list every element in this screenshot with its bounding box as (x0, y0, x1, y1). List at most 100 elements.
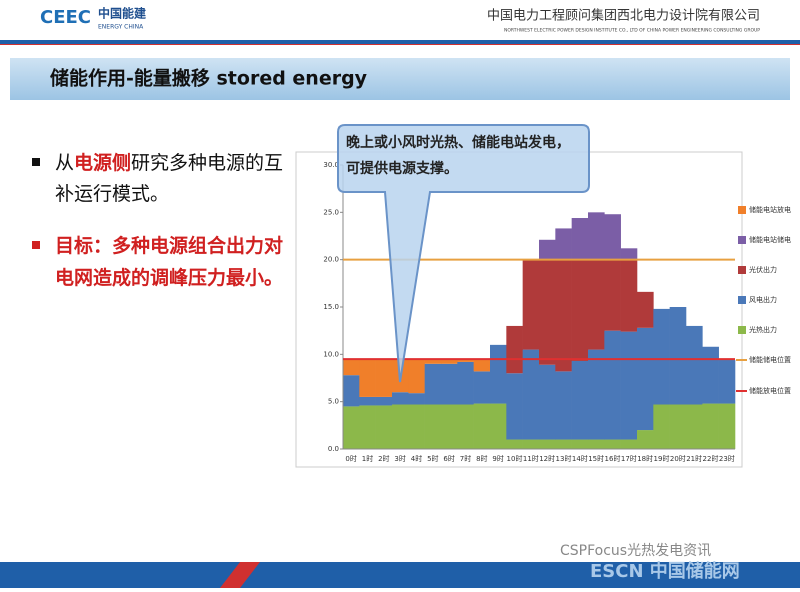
x-tick-label: 21时 (686, 454, 702, 463)
x-tick-label: 0时 (345, 454, 356, 463)
slide-title: 储能作用-能量搬移 stored energy (50, 67, 368, 90)
bar-segment (522, 439, 540, 449)
bar-segment (718, 403, 736, 449)
legend-swatch (738, 296, 746, 304)
bar-segment (490, 344, 507, 404)
bar-segment (506, 439, 523, 449)
bar-segment (457, 361, 474, 405)
y-tick-label: 30.0 (323, 161, 339, 169)
bar-segment (571, 218, 589, 260)
bar-segment (539, 259, 556, 365)
bar-segment (424, 359, 442, 364)
bar-segment (702, 346, 719, 404)
title-band (10, 58, 790, 100)
x-tick-label: 14时 (572, 454, 588, 463)
bar-segment (571, 259, 589, 361)
bar-segment (539, 364, 556, 440)
bar-segment (620, 248, 638, 260)
bar-segment (408, 359, 425, 394)
y-tick-label: 5.0 (328, 398, 339, 406)
bar-segment (424, 404, 442, 449)
bar-segment (702, 403, 719, 449)
bar-segment (408, 393, 425, 405)
bar-segment (669, 404, 687, 449)
x-tick-label: 7时 (460, 454, 471, 463)
bullet-2: 目标：多种电源组合出力对电网造成的调峰压力最小。 (55, 235, 284, 289)
bar-segment (392, 392, 409, 405)
text: 电源侧 (74, 152, 132, 174)
header-rule-red (0, 44, 800, 45)
bar-segment (457, 359, 474, 362)
y-tick-label: 10.0 (323, 350, 339, 358)
text: 目标：多种电源组合出力对电网造成的调峰压力最小。 (55, 235, 284, 289)
footer-stripe (220, 562, 260, 588)
legend-swatch (738, 236, 746, 244)
bar-segment (555, 228, 572, 260)
bar-segment (637, 327, 654, 431)
watermark-site: ESCN 中国储能网 (590, 560, 740, 582)
bar-segment (588, 259, 605, 350)
x-tick-label: 20时 (670, 454, 686, 463)
legend-label: 储能储电位置 (749, 355, 791, 364)
x-tick-label: 23时 (719, 454, 735, 463)
legend-label: 风电出力 (749, 295, 777, 304)
logo-cn: 中国能建 (98, 6, 147, 21)
bar-segment (457, 404, 474, 449)
x-tick-label: 4时 (411, 454, 422, 463)
x-tick-label: 10时 (507, 454, 523, 463)
x-tick-label: 8时 (476, 454, 487, 463)
bullet-dot (32, 158, 40, 166)
bar-segment (588, 349, 605, 440)
text: 晚上或小风时光热、储能电站发电，可提供电源支撑。 (346, 135, 570, 177)
legend-swatch (738, 206, 746, 214)
logo: CEEC (40, 7, 91, 28)
bar-segment (604, 330, 621, 440)
y-tick-label: 15.0 (323, 303, 339, 311)
bar-segment (620, 331, 638, 440)
bar-segment (571, 439, 589, 449)
bar-segment (441, 404, 458, 449)
callout (337, 124, 590, 383)
text: 从 (55, 152, 75, 174)
bar-segment (473, 403, 491, 449)
bar-segment (343, 359, 360, 376)
x-tick-label: 12时 (539, 454, 555, 463)
x-tick-label: 9时 (492, 454, 503, 463)
x-tick-label: 1时 (362, 454, 373, 463)
bar-segment (686, 404, 703, 449)
x-tick-label: 13时 (556, 454, 572, 463)
bar-segment (375, 359, 393, 397)
bar-segment (637, 291, 654, 328)
bar-segment (359, 359, 376, 397)
legend-label: 储能放电位置 (749, 386, 791, 395)
chart: 0.0 5.0 10.0 15.0 20.0 25.0 30.0 0时 1时 2时 3时 4时 5时 6时… (323, 161, 791, 463)
text: 研究多种电源的互补运行模式。 (55, 152, 284, 205)
bullet-dot (32, 241, 40, 249)
bar-segment (604, 439, 621, 449)
bar-segment (441, 363, 458, 405)
legend-swatch (738, 266, 746, 274)
bar-segment (555, 259, 572, 372)
x-tick-label: 5时 (427, 454, 438, 463)
bar-segment (588, 439, 605, 449)
x-tick-label: 22时 (703, 454, 719, 463)
bar-segment (555, 371, 572, 440)
legend-label: 光伏出力 (749, 265, 777, 274)
y-tick-label: 20.0 (323, 256, 339, 264)
bar-segment (408, 404, 425, 449)
bar-segment (555, 439, 572, 449)
header-rule (0, 40, 800, 44)
x-tick-label: 18时 (637, 454, 653, 463)
bar-segment (686, 325, 703, 405)
legend-label: 储能电站储电 (749, 235, 791, 244)
bar-segment (604, 214, 621, 260)
bar-segment (392, 404, 409, 449)
bar-segment (669, 307, 687, 405)
bar-segment (571, 360, 589, 440)
legend-swatch (738, 326, 746, 334)
bar-segment (506, 325, 523, 374)
y-tick-label: 25.0 (323, 208, 339, 216)
bullet-1: 从电源侧研究多种电源的互补运行模式。 (55, 152, 284, 205)
